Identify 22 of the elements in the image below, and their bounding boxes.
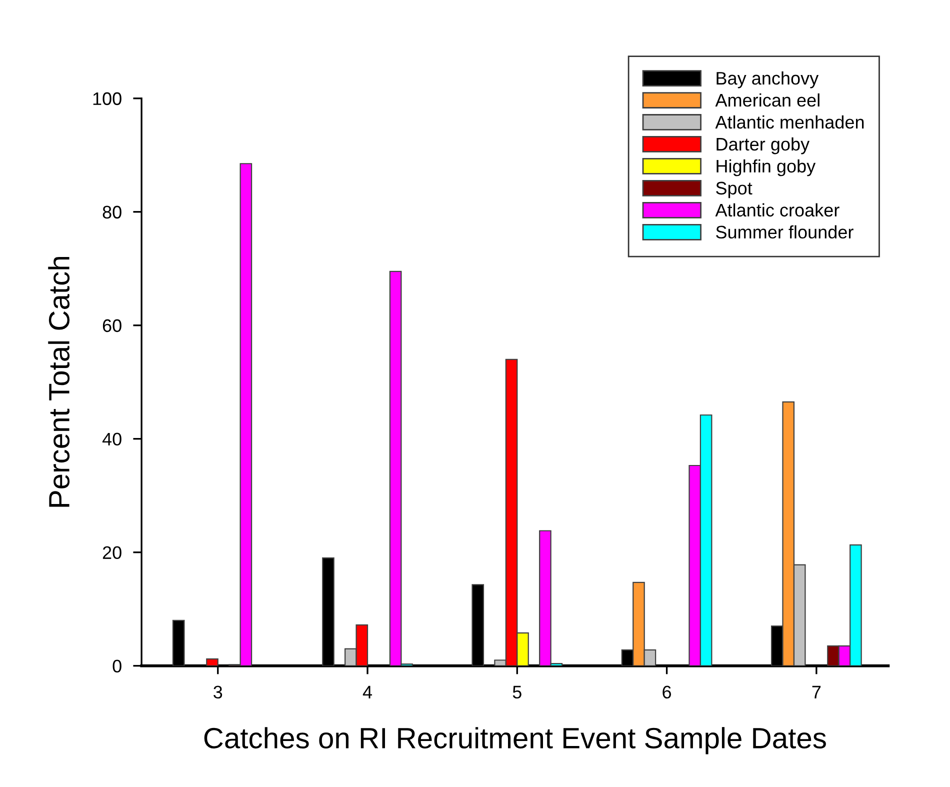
y-tick-label: 60 [102,319,122,332]
y-tick-label: 0 [112,660,122,673]
legend-label: Darter goby [716,137,810,154]
legend-label: American eel [715,93,820,107]
bar [206,658,218,666]
x-tick-label: 7 [812,686,821,698]
y-axis-title: Percent Total Catch [48,256,70,507]
legend-label: Atlantic croaker [715,203,840,217]
legend-label: Highfin goby [716,159,816,176]
y-tick-label: 80 [102,206,122,219]
legend-label: Bay anchovy [716,71,819,88]
x-tick-label: 6 [662,686,672,699]
y-tick-label: 100 [93,92,122,106]
x-tick-label: 4 [362,686,372,698]
legend-label: Summer flounder [716,225,854,239]
x-tick-label: 3 [214,686,222,699]
x-axis-title: Catches on RI Recruitment Event Sample Dates [204,727,826,754]
x-tick-label: 5 [512,686,522,699]
y-tick-label: 40 [102,432,122,446]
legend-label: Spot [716,182,752,198]
legend-label: Atlantic menhaden [715,115,864,129]
y-tick-label: 20 [102,546,122,560]
